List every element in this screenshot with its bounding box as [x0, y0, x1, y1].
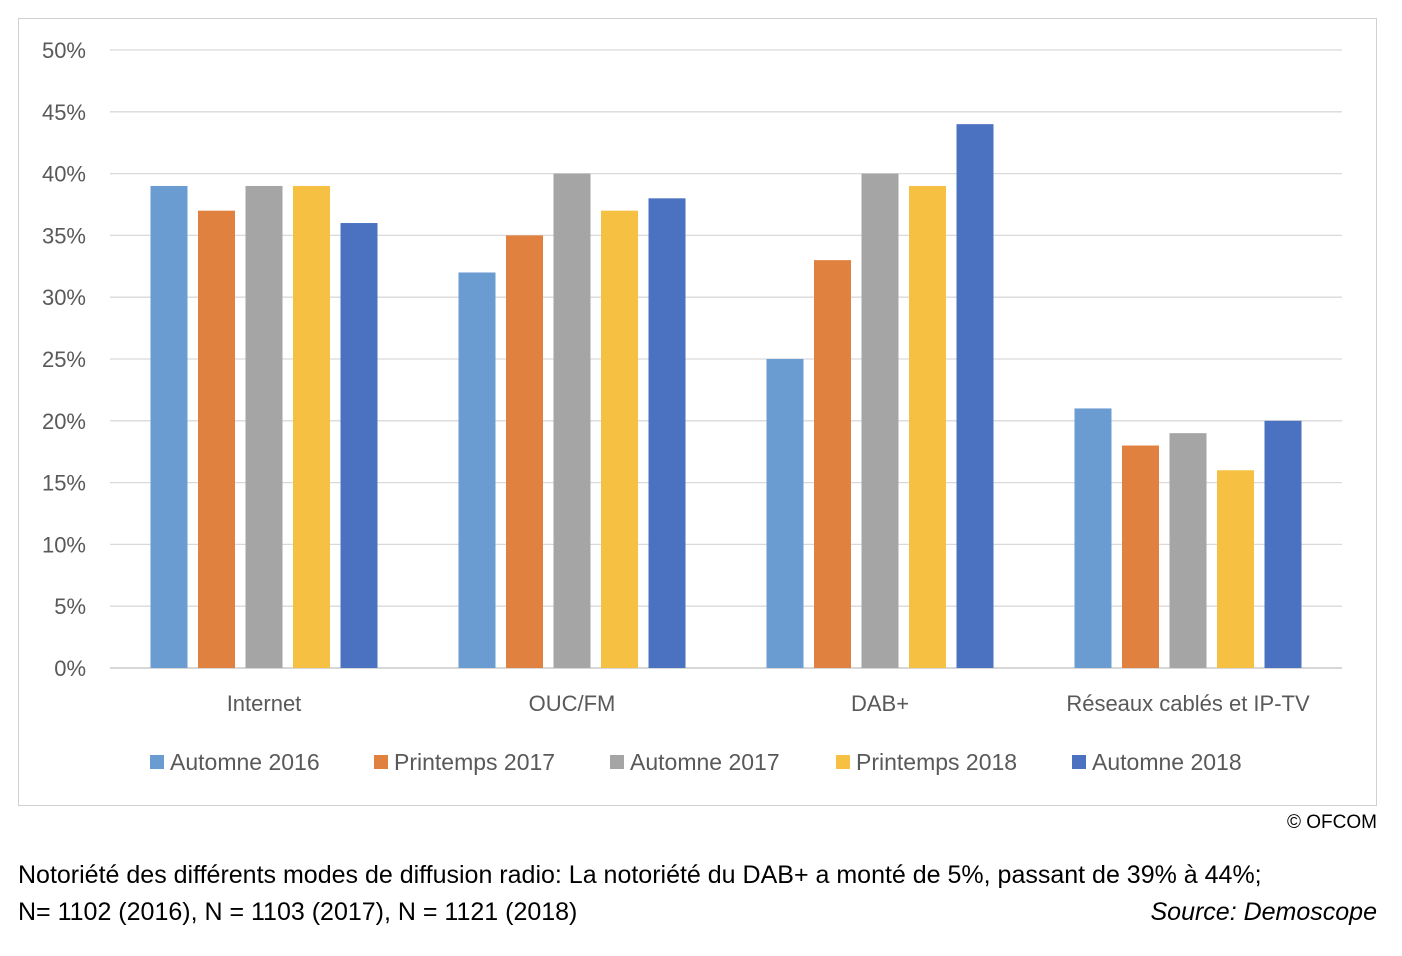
- chart-border: [18, 18, 1377, 806]
- bar: [506, 235, 543, 668]
- y-tick-label: 5%: [54, 594, 86, 619]
- copyright: © OFCOM: [1287, 812, 1377, 833]
- x-tick-label: Internet: [227, 691, 302, 716]
- y-tick-label: 15%: [42, 471, 86, 496]
- caption-line-2: N= 1102 (2016), N = 1103 (2017), N = 112…: [18, 898, 1377, 927]
- y-tick-label: 50%: [42, 38, 86, 63]
- legend-swatch: [836, 755, 850, 769]
- bar: [766, 359, 804, 668]
- bar: [1264, 420, 1302, 668]
- bar: [458, 272, 496, 668]
- legend-label: Automne 2017: [630, 749, 780, 775]
- bar: [861, 173, 899, 668]
- bar: [1074, 408, 1112, 668]
- legend-swatch: [374, 755, 388, 769]
- legend-swatch: [150, 755, 164, 769]
- bar: [150, 185, 188, 668]
- bar: [909, 185, 946, 668]
- y-tick-label: 45%: [42, 100, 86, 125]
- x-tick-label: DAB+: [851, 691, 909, 716]
- bar-chart: 0% 5% 10% 15% 20% 25% 30% 35% 40% 45% 50% Internet O…: [18, 18, 1377, 806]
- bar: [814, 260, 851, 668]
- y-tick-label: 25%: [42, 347, 86, 372]
- bar: [956, 124, 994, 668]
- legend-swatch: [610, 755, 624, 769]
- legend-label: Automne 2018: [1092, 749, 1242, 775]
- y-tick-label: 30%: [42, 285, 86, 310]
- bar: [1122, 445, 1159, 668]
- legend-label: Automne 2016: [170, 749, 320, 775]
- y-tick-label: 0%: [54, 656, 86, 681]
- caption-line-1: Notoriété des différents modes de diffus…: [18, 861, 1262, 889]
- x-tick-label: Réseaux cablés et IP-TV: [1066, 691, 1310, 716]
- bar: [553, 173, 591, 668]
- y-tick-label: 40%: [42, 162, 86, 187]
- bar: [1217, 470, 1254, 668]
- y-tick-label: 35%: [42, 223, 86, 248]
- legend-label: Printemps 2017: [394, 749, 555, 775]
- bar: [293, 185, 330, 668]
- bar: [198, 210, 235, 668]
- source: Source: Demoscope: [1150, 898, 1377, 926]
- x-tick-label: OUC/FM: [529, 691, 616, 716]
- bar: [245, 185, 283, 668]
- legend-label: Printemps 2018: [856, 749, 1017, 775]
- y-tick-label: 10%: [42, 532, 86, 557]
- legend-swatch: [1072, 755, 1086, 769]
- sample-sizes: N= 1102 (2016), N = 1103 (2017), N = 112…: [18, 898, 578, 926]
- y-tick-label: 20%: [42, 409, 86, 434]
- bar: [340, 223, 378, 669]
- bar: [1169, 433, 1207, 668]
- bar: [648, 198, 686, 668]
- bar: [601, 210, 638, 668]
